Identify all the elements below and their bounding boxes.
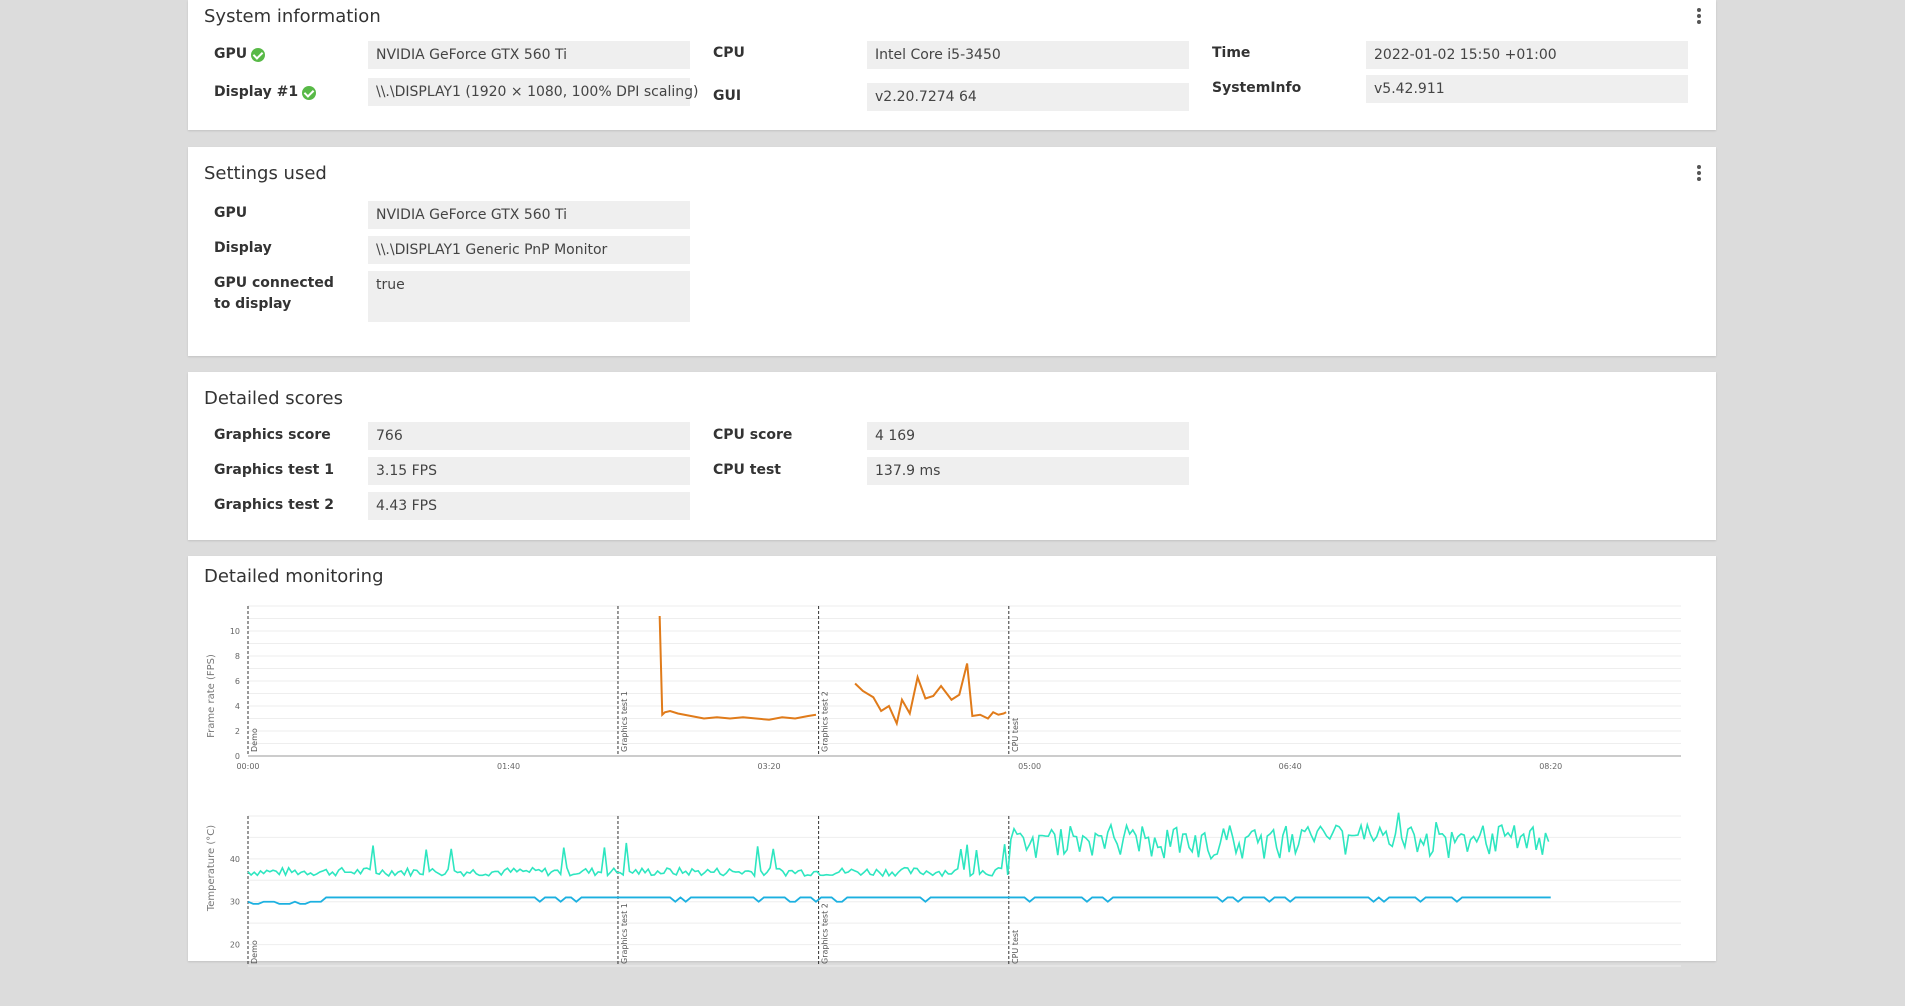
check-icon bbox=[251, 47, 266, 62]
value-gpu-connected: true bbox=[368, 271, 690, 322]
label-gpu-connected: GPU connected to display bbox=[214, 275, 334, 312]
label-gui: GUI bbox=[713, 88, 742, 104]
fps-xtick-label: 03:20 bbox=[758, 762, 781, 771]
label-graphics-test-2: Graphics test 2 bbox=[214, 497, 334, 513]
temperature-series-line bbox=[247, 812, 1550, 879]
temperature-series-line bbox=[247, 896, 1551, 905]
temperature-test-marker-label: Demo bbox=[250, 940, 259, 964]
fps-ytick-label: 10 bbox=[230, 627, 240, 636]
label-cpu-test: CPU test bbox=[713, 462, 781, 478]
value-cpu-score: 4 169 bbox=[867, 422, 1189, 450]
value-settings-display: \\.\DISPLAY1 Generic PnP Monitor bbox=[368, 236, 690, 264]
value-graphics-test-1: 3.15 FPS bbox=[368, 457, 690, 485]
label-cpu-score: CPU score bbox=[713, 427, 793, 443]
fps-chart: Frame rate (FPS) 0 2 4 6 8 10 00:00 01:40 03:20 0… bbox=[206, 605, 1681, 771]
monitoring-title: Detailed monitoring bbox=[204, 566, 384, 587]
label-settings-display: Display bbox=[214, 240, 272, 256]
label-systeminfo: SystemInfo bbox=[1212, 80, 1302, 96]
check-icon bbox=[302, 85, 317, 100]
value-time: 2022-01-02 15:50 +01:00 bbox=[1366, 41, 1688, 69]
label-graphics-test-1: Graphics test 1 bbox=[214, 462, 334, 478]
fps-xtick-label: 08:20 bbox=[1539, 762, 1562, 771]
scores-title: Detailed scores bbox=[204, 388, 343, 409]
fps-xtick-label: 05:00 bbox=[1018, 762, 1041, 771]
temperature-test-marker-label: Graphics test 1 bbox=[620, 903, 629, 964]
monitoring-card: Detailed monitoring Frame rate (FPS) 0 2 4… bbox=[188, 556, 1716, 967]
value-cpu: Intel Core i5-3450 bbox=[867, 41, 1189, 69]
value-graphics-score: 766 bbox=[368, 422, 690, 450]
fps-test-marker-label: Graphics test 1 bbox=[620, 691, 629, 752]
fps-series-line bbox=[658, 615, 817, 721]
fps-ytick-label: 4 bbox=[235, 702, 240, 711]
value-gpu: NVIDIA GeForce GTX 560 Ti bbox=[368, 41, 690, 69]
temperature-ytick-label: 30 bbox=[230, 898, 240, 907]
value-settings-gpu: NVIDIA GeForce GTX 560 Ti bbox=[368, 201, 690, 229]
label-display: Display #1 bbox=[214, 82, 317, 103]
label-time: Time bbox=[1212, 45, 1251, 61]
temperature-ytick-label: 20 bbox=[230, 941, 240, 950]
settings-card: Settings used GPU NVIDIA GeForce GTX 560… bbox=[188, 147, 1716, 356]
scores-card: Detailed scores Graphics score 766 Graph… bbox=[188, 372, 1716, 540]
fps-xtick-label: 00:00 bbox=[236, 762, 259, 771]
temperature-chart: Temperature (°C) 20 30 40 Demo Graphics test… bbox=[206, 812, 1681, 967]
system-info-card: System information GPU NVIDIA GeForce GT… bbox=[188, 0, 1716, 130]
fps-ylabel: Frame rate (FPS) bbox=[206, 654, 217, 738]
fps-xtick-label: 06:40 bbox=[1279, 762, 1302, 771]
fps-ytick-label: 0 bbox=[235, 752, 240, 761]
settings-menu-icon[interactable] bbox=[1696, 165, 1702, 181]
fps-ytick-label: 6 bbox=[235, 677, 240, 686]
value-cpu-test: 137.9 ms bbox=[867, 457, 1189, 485]
label-cpu: CPU bbox=[713, 45, 745, 61]
settings-title: Settings used bbox=[204, 163, 327, 184]
fps-ytick-label: 8 bbox=[235, 652, 240, 661]
fps-test-marker-label: Demo bbox=[250, 728, 259, 752]
temperature-test-marker-label: CPU test bbox=[1011, 930, 1020, 964]
label-gpu: GPU bbox=[214, 44, 266, 65]
system-info-menu-icon[interactable] bbox=[1696, 8, 1702, 24]
temperature-test-marker-label: Graphics test 2 bbox=[821, 903, 830, 964]
fps-xtick-label: 01:40 bbox=[497, 762, 520, 771]
fps-ytick-label: 2 bbox=[235, 727, 240, 736]
value-gui: v2.20.7274 64 bbox=[867, 83, 1189, 111]
value-graphics-test-2: 4.43 FPS bbox=[368, 492, 690, 520]
fps-test-marker-label: CPU test bbox=[1011, 718, 1020, 752]
label-settings-gpu: GPU bbox=[214, 205, 248, 221]
temperature-ylabel: Temperature (°C) bbox=[206, 825, 217, 912]
value-systeminfo: v5.42.911 bbox=[1366, 75, 1688, 103]
fps-test-marker-label: Graphics test 2 bbox=[821, 691, 830, 752]
value-display: \\.\DISPLAY1 (1920 × 1080, 100% DPI scal… bbox=[368, 78, 698, 106]
temperature-ytick-label: 40 bbox=[230, 855, 240, 864]
label-graphics-score: Graphics score bbox=[214, 427, 331, 443]
system-info-title: System information bbox=[204, 6, 381, 27]
fps-series-line bbox=[854, 663, 1007, 727]
